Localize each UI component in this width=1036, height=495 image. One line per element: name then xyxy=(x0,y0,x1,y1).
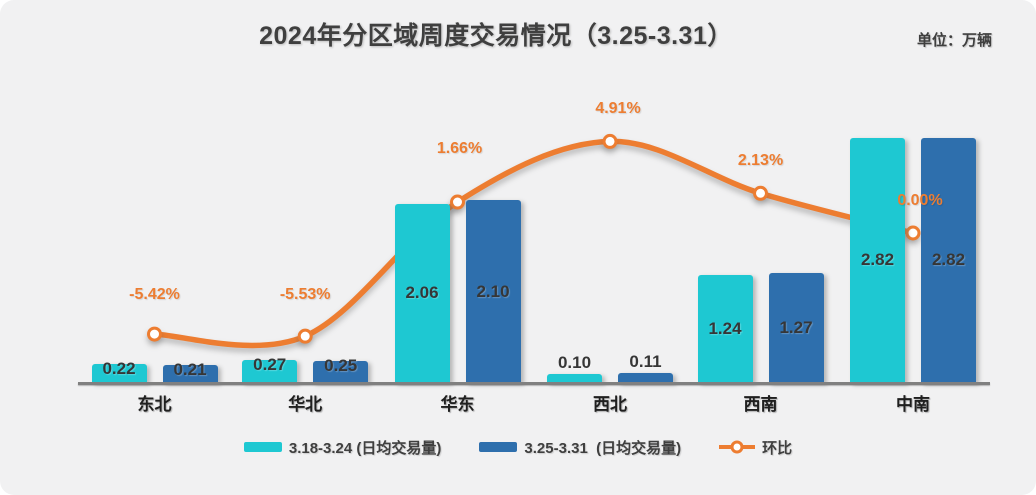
x-axis-label-西南: 西南 xyxy=(743,395,778,414)
legend-label-huanbi: 环比 xyxy=(762,439,793,457)
bar-week1-华东 xyxy=(394,203,450,383)
x-axis-label-中南: 中南 xyxy=(896,395,930,414)
line-point-marker-中南 xyxy=(905,225,921,241)
bar-value-label: 2.82 xyxy=(860,250,895,270)
bar-week2-华东 xyxy=(465,200,521,383)
bar-value-label: 0.21 xyxy=(173,359,207,379)
bar-value-label: 1.27 xyxy=(779,317,813,337)
bar-week2-西南 xyxy=(768,272,824,383)
unit-label: 单位：万辆 xyxy=(916,32,992,49)
pct-label-华北: -5.53% xyxy=(279,286,331,304)
pct-label-西南: 2.13% xyxy=(737,152,784,170)
legend-swatch-week2 xyxy=(479,442,518,452)
bar-week2-华北 xyxy=(313,361,369,383)
pct-label-东北: -5.42% xyxy=(129,286,180,304)
legend: 3.18-3.24 (日均交易量) 3.25-3.31 (日均交易量) 环比 xyxy=(0,435,1036,459)
bar-value-label: 0.22 xyxy=(102,358,136,378)
bar-value-label: 1.24 xyxy=(708,319,742,339)
line-point-marker-东北 xyxy=(147,326,162,342)
legend-item-week1: 3.18-3.24 (日均交易量) xyxy=(243,437,442,458)
bar-week1-华北 xyxy=(242,359,298,383)
legend-item-week2: 3.25-3.31 (日均交易量) xyxy=(479,437,681,458)
pct-label-华东: 1.66% xyxy=(436,140,483,158)
bar-value-label: 2.10 xyxy=(476,281,510,301)
legend-line-marker-icon xyxy=(719,440,756,454)
legend-label-week1: 3.18-3.24 (日均交易量) xyxy=(288,439,442,457)
line-series-huanbi xyxy=(151,138,916,349)
bar-value-label: 0.11 xyxy=(629,352,662,372)
bar-week1-中南 xyxy=(850,137,905,383)
x-axis-label-华北: 华北 xyxy=(288,395,323,414)
x-axis-label-西北: 西北 xyxy=(593,395,627,414)
bar-week1-西北 xyxy=(547,374,602,383)
bar-week1-东北 xyxy=(91,363,147,383)
bar-week2-东北 xyxy=(162,364,218,383)
pct-label-中南: 0.00% xyxy=(897,192,943,209)
bar-week1-西南 xyxy=(697,275,753,383)
legend-label-week2: 3.25-3.31 (日均交易量) xyxy=(524,439,682,457)
chart-title: 2024年分区域周度交易情况（3.25-3.31） xyxy=(259,22,733,50)
legend-item-huanbi: 环比 xyxy=(719,437,792,458)
line-point-marker-西南 xyxy=(753,185,768,201)
bar-value-label: 0.10 xyxy=(557,353,592,373)
line-point-marker-华北 xyxy=(297,328,313,344)
pct-label-西北: 4.91% xyxy=(595,100,641,118)
legend-swatch-week1 xyxy=(243,442,282,452)
bar-week2-中南 xyxy=(921,137,976,383)
bar-value-label: 0.27 xyxy=(253,354,287,374)
bar-value-label: 2.82 xyxy=(931,250,966,270)
bar-value-label: 0.25 xyxy=(324,356,358,376)
x-axis-line xyxy=(78,381,990,385)
line-point-marker-华东 xyxy=(450,194,465,210)
x-axis-label-华东: 华东 xyxy=(440,395,475,414)
line-point-marker-西北 xyxy=(602,133,618,149)
bar-value-label: 2.06 xyxy=(405,283,439,303)
bar-week2-西北 xyxy=(618,373,673,383)
x-axis-label-东北: 东北 xyxy=(137,395,172,414)
